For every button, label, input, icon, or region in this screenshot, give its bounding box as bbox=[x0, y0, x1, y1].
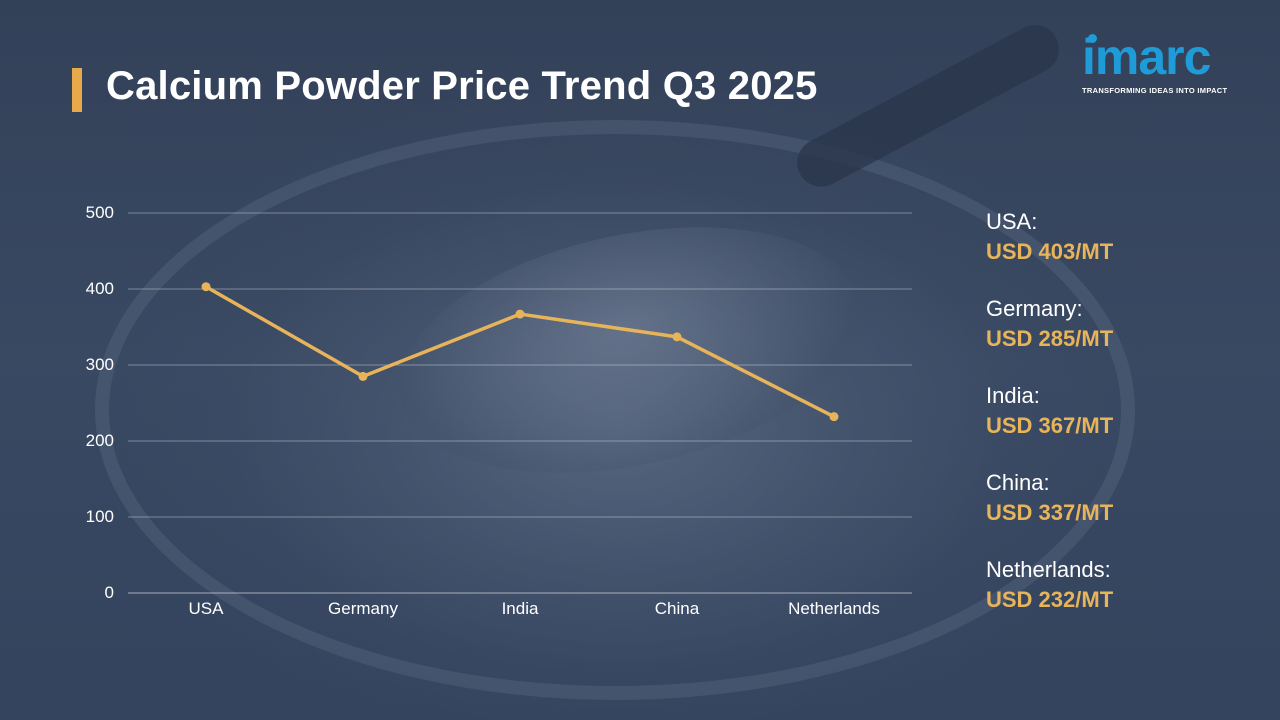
data-point-usa bbox=[201, 282, 211, 292]
data-point-india bbox=[515, 309, 525, 319]
series-markers bbox=[201, 282, 839, 422]
legend-value: USD 367/MT bbox=[986, 413, 1114, 438]
y-tick-400: 400 bbox=[85, 279, 114, 298]
legend-country: Germany: bbox=[986, 296, 1083, 321]
logo-tagline: TRANSFORMING IDEAS INTO IMPACT bbox=[1082, 86, 1228, 95]
legend-country: China: bbox=[986, 470, 1050, 495]
y-tick-500: 500 bbox=[85, 203, 114, 222]
data-point-china bbox=[672, 332, 682, 342]
logo-text: imarc bbox=[1082, 29, 1211, 85]
legend-item-netherlands: Netherlands: USD 232/MT bbox=[986, 556, 1113, 643]
logo-wordmark: imarc bbox=[1082, 32, 1246, 82]
x-tick-germany: Germany bbox=[328, 599, 398, 618]
gridlines bbox=[128, 212, 912, 594]
x-tick-india: India bbox=[501, 599, 539, 618]
logo-dot-icon bbox=[1088, 34, 1097, 43]
series-line bbox=[205, 285, 835, 419]
title-accent-bar bbox=[72, 68, 82, 112]
imarc-logo: imarc TRANSFORMING IDEAS INTO IMPACT bbox=[1082, 32, 1246, 95]
legend-item-india: India: USD 367/MT bbox=[986, 382, 1113, 469]
legend-value: USD 403/MT bbox=[986, 239, 1114, 264]
data-point-germany bbox=[358, 371, 368, 381]
legend-country: India: bbox=[986, 383, 1040, 408]
legend-item-china: China: USD 337/MT bbox=[986, 469, 1113, 556]
legend-country: Netherlands: bbox=[986, 557, 1111, 582]
y-tick-0: 0 bbox=[104, 583, 114, 602]
x-tick-netherlands: Netherlands bbox=[788, 599, 880, 618]
page-title: Calcium Powder Price Trend Q3 2025 bbox=[106, 64, 818, 108]
legend-country: USA: bbox=[986, 209, 1038, 234]
legend-value: USD 337/MT bbox=[986, 500, 1114, 525]
y-tick-300: 300 bbox=[85, 355, 114, 374]
legend-value: USD 232/MT bbox=[986, 587, 1114, 612]
x-tick-china: China bbox=[654, 599, 700, 618]
legend-item-germany: Germany: USD 285/MT bbox=[986, 295, 1113, 382]
y-tick-200: 200 bbox=[85, 431, 114, 450]
legend-item-usa: USA: USD 403/MT bbox=[986, 208, 1113, 295]
data-point-netherlands bbox=[829, 412, 839, 422]
x-tick-usa: USA bbox=[188, 599, 224, 618]
y-tick-100: 100 bbox=[85, 507, 114, 526]
price-legend: USA: USD 403/MT Germany: USD 285/MT Indi… bbox=[986, 208, 1113, 643]
legend-value: USD 285/MT bbox=[986, 326, 1114, 351]
